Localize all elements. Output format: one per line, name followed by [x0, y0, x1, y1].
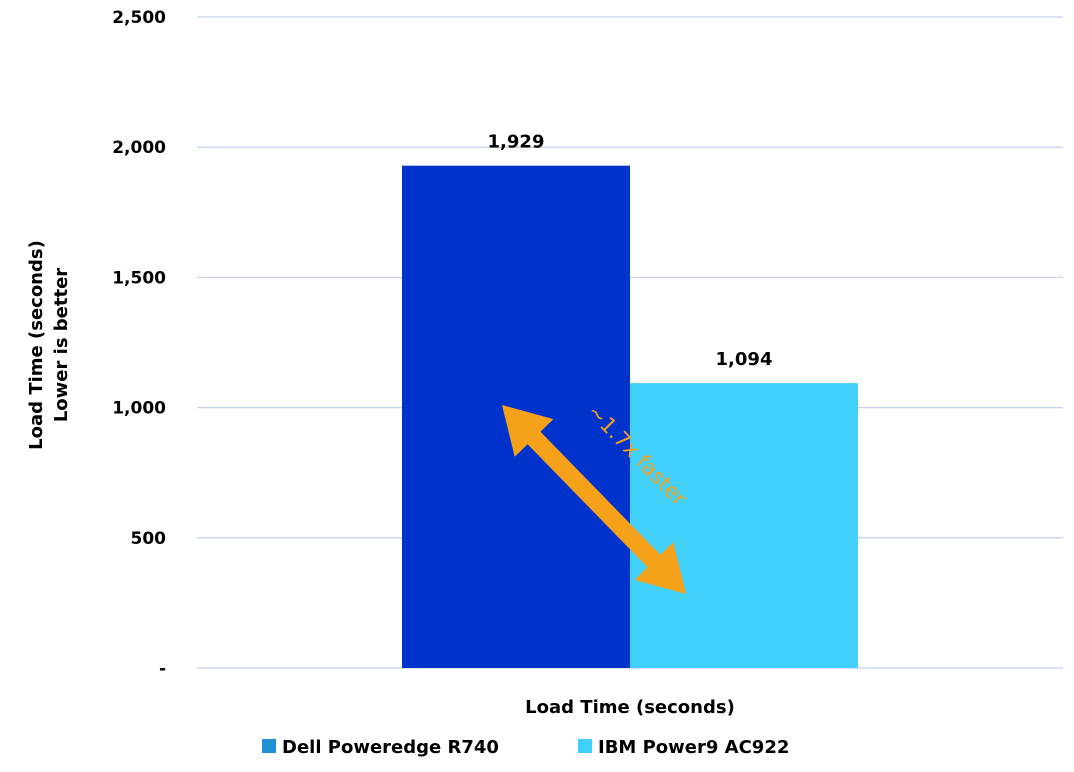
x-axis-title: Load Time (seconds) — [525, 697, 735, 718]
legend: Dell Poweredge R740 IBM Power9 AC922 — [262, 737, 789, 758]
y-tick-label: 1,000 — [112, 399, 166, 419]
y-tick-labels: - 500 1,000 1,500 2,000 2,500 — [112, 8, 166, 679]
bar-data-label: 1,929 — [488, 132, 545, 153]
y-tick-label: 500 — [131, 529, 167, 549]
double-arrow-icon — [502, 405, 686, 594]
y-tick-label: 1,500 — [112, 268, 166, 288]
y-tick-label: 2,000 — [112, 138, 166, 158]
bar-data-label: 1,094 — [716, 349, 773, 370]
y-axis-title-line1: Load Time (seconds) — [26, 240, 47, 450]
bar-ibm-power9-ac922 — [630, 383, 858, 668]
legend-swatch — [262, 739, 276, 753]
y-tick-label: 2,500 — [112, 8, 166, 28]
legend-label: IBM Power9 AC922 — [598, 737, 789, 758]
legend-swatch — [578, 739, 592, 753]
y-tick-label: - — [159, 659, 166, 679]
bar-data-labels: 1,929 1,094 — [488, 132, 773, 370]
bars — [402, 165, 858, 668]
y-axis-title-line2: Lower is better — [51, 268, 72, 422]
legend-label: Dell Poweredge R740 — [282, 737, 499, 758]
